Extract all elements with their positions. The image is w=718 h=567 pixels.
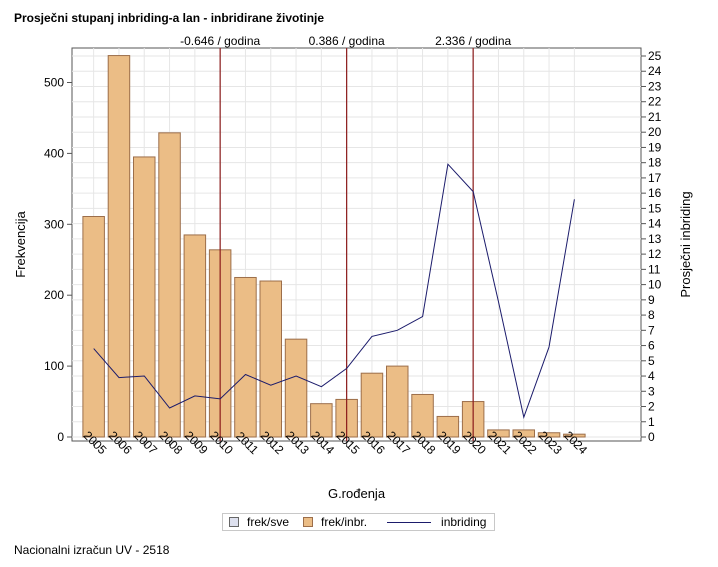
legend-item-frek-sve: frek/sve	[229, 515, 289, 529]
bar-2007	[133, 156, 156, 438]
bar-2019	[436, 415, 460, 438]
bar-2023	[537, 432, 561, 438]
y-tick-label-0: 0	[57, 430, 64, 444]
y2-tick-label-9: 9	[648, 293, 655, 307]
y-tick-label-200: 200	[44, 288, 64, 302]
y2-tick-label-6: 6	[648, 339, 655, 353]
y2-tick-label-2: 2	[648, 400, 655, 414]
legend: frek/sve frek/inbr. inbriding	[222, 513, 496, 531]
plot-frame	[71, 47, 642, 442]
y-tick-label-300: 300	[44, 217, 64, 231]
legend-line-inbriding	[387, 521, 432, 523]
y2-tick-label-17: 17	[648, 171, 662, 185]
y2-tick-label-20: 20	[648, 125, 662, 139]
bar-2013	[284, 338, 308, 438]
y2-tick-label-7: 7	[648, 323, 655, 337]
y2-tick-label-25: 25	[648, 49, 662, 63]
bar-2009	[183, 234, 207, 438]
bar-2014	[310, 403, 333, 438]
bar-2005	[82, 216, 105, 438]
y2-tick-label-8: 8	[648, 308, 655, 322]
reference-label-2015: 0.386 / godina	[309, 34, 385, 48]
reference-label-2020: 2.336 / godina	[435, 34, 511, 48]
bar-2012	[259, 280, 282, 438]
y2-tick-label-16: 16	[648, 186, 662, 200]
chart-title: Prosječni stupanj inbriding-a lan - inbr…	[14, 11, 325, 25]
series-line-inbriding	[93, 163, 575, 420]
bar-2016	[360, 372, 384, 438]
y2-tick-label-0: 0	[648, 430, 655, 444]
y-tick-label-400: 400	[44, 146, 64, 160]
y2-tick-label-10: 10	[648, 278, 662, 292]
y2-tick-label-22: 22	[648, 95, 662, 109]
y2-tick-label-3: 3	[648, 384, 655, 398]
bar-2011	[234, 276, 257, 438]
x-axis-label: G.rođenja	[328, 486, 386, 501]
bar-2006	[107, 55, 131, 438]
y2-tick-label-19: 19	[648, 140, 662, 154]
bar-2024	[563, 433, 586, 438]
y2-tick-label-11: 11	[648, 262, 661, 276]
legend-swatch-frek-inbr	[303, 517, 314, 527]
legend-item-frek-inbr: frek/inbr.	[303, 515, 367, 529]
reference-label-2010: -0.646 / godina	[180, 34, 260, 48]
y2-tick-label-5: 5	[648, 354, 655, 368]
bar-2018	[411, 393, 434, 438]
y2-tick-label-1: 1	[648, 415, 655, 429]
bar-2008	[158, 132, 181, 438]
y2-tick-label-21: 21	[648, 110, 662, 124]
legend-item-inbriding: inbriding	[381, 515, 486, 529]
bar-2022	[512, 429, 535, 438]
legend-label-frek-sve: frek/sve	[247, 515, 290, 529]
y2-tick-label-24: 24	[648, 64, 662, 78]
y2-tick-label-14: 14	[648, 217, 662, 231]
y2-tick-label-15: 15	[648, 201, 662, 215]
y2-tick-label-4: 4	[648, 369, 655, 383]
bar-2017	[386, 365, 409, 438]
y-axis-label: Frekvencija	[13, 210, 28, 277]
y2-tick-label-13: 13	[648, 232, 662, 246]
y2-tick-label-23: 23	[648, 79, 662, 93]
y2-axis-label: Prosječni inbriding	[678, 191, 693, 297]
legend-label-inbriding: inbriding	[441, 515, 487, 529]
legend-swatch-frek-sve	[229, 517, 239, 527]
bar-2021	[487, 429, 510, 438]
legend-label-frek-inbr: frek/inbr.	[321, 515, 368, 529]
footer-note: Nacionalni izračun UV - 2518	[14, 543, 170, 557]
y2-tick-label-18: 18	[648, 156, 662, 170]
y2-tick-label-12: 12	[648, 247, 662, 261]
y-tick-label-500: 500	[44, 76, 64, 90]
y-tick-label-100: 100	[44, 359, 64, 373]
